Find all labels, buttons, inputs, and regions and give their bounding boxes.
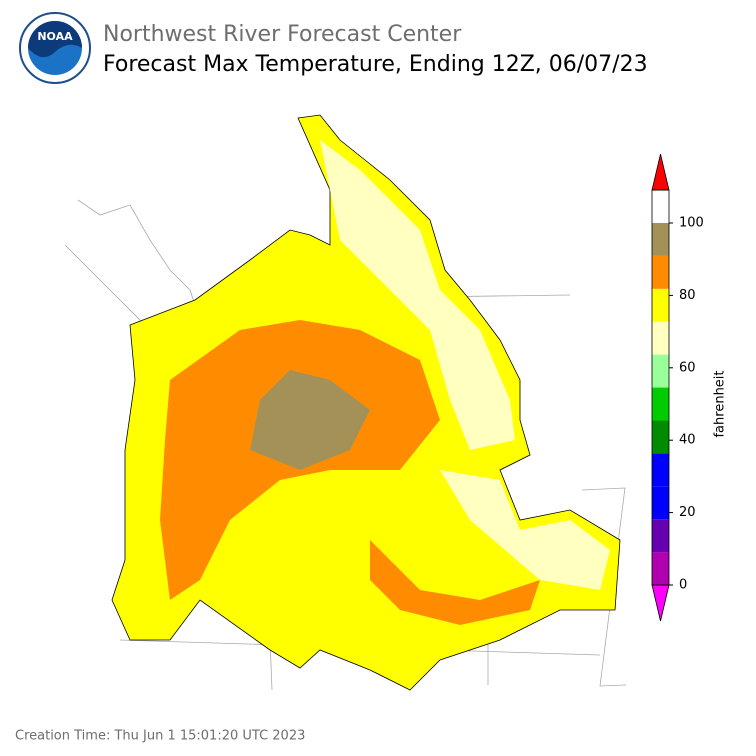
colorbar-bin	[652, 354, 669, 388]
colorbar-bin	[652, 223, 669, 256]
logo: NOAA	[19, 12, 91, 84]
colorbar-tick-label: 0	[679, 578, 687, 593]
colorbar-frame	[651, 189, 670, 586]
logo-text: NOAA	[37, 30, 73, 43]
title: Northwest River Forecast Center	[103, 22, 462, 47]
colorbar-bin	[652, 321, 669, 355]
colorbar: 0 20 40 60 80 100	[651, 153, 704, 622]
creation-time: Creation Time: Thu Jun 1 15:01:20 UTC 20…	[15, 729, 305, 744]
colorbar-tick-label: 20	[679, 505, 696, 520]
colorbar-tick-label: 60	[679, 360, 696, 375]
colorbar-label: fahrenheit	[713, 370, 728, 437]
colorbar-bin	[652, 552, 669, 585]
subtitle: Forecast Max Temperature, Ending 12Z, 06…	[103, 52, 648, 77]
colorbar-bin	[652, 255, 669, 289]
colorbar-tick-label: 40	[679, 433, 696, 448]
colorbar-bin	[652, 288, 669, 322]
colorbar-over	[651, 153, 670, 191]
colorbar-bin	[652, 453, 669, 487]
colorbar-bin	[652, 519, 669, 553]
colorbar-bin	[652, 420, 669, 454]
colorbar-tick-label: 100	[679, 216, 704, 231]
map	[64, 114, 627, 691]
colorbar-bin	[652, 387, 669, 421]
colorbar-bin	[652, 486, 669, 520]
colorbar-under	[651, 584, 670, 622]
colorbar-tick-label: 80	[679, 288, 696, 303]
